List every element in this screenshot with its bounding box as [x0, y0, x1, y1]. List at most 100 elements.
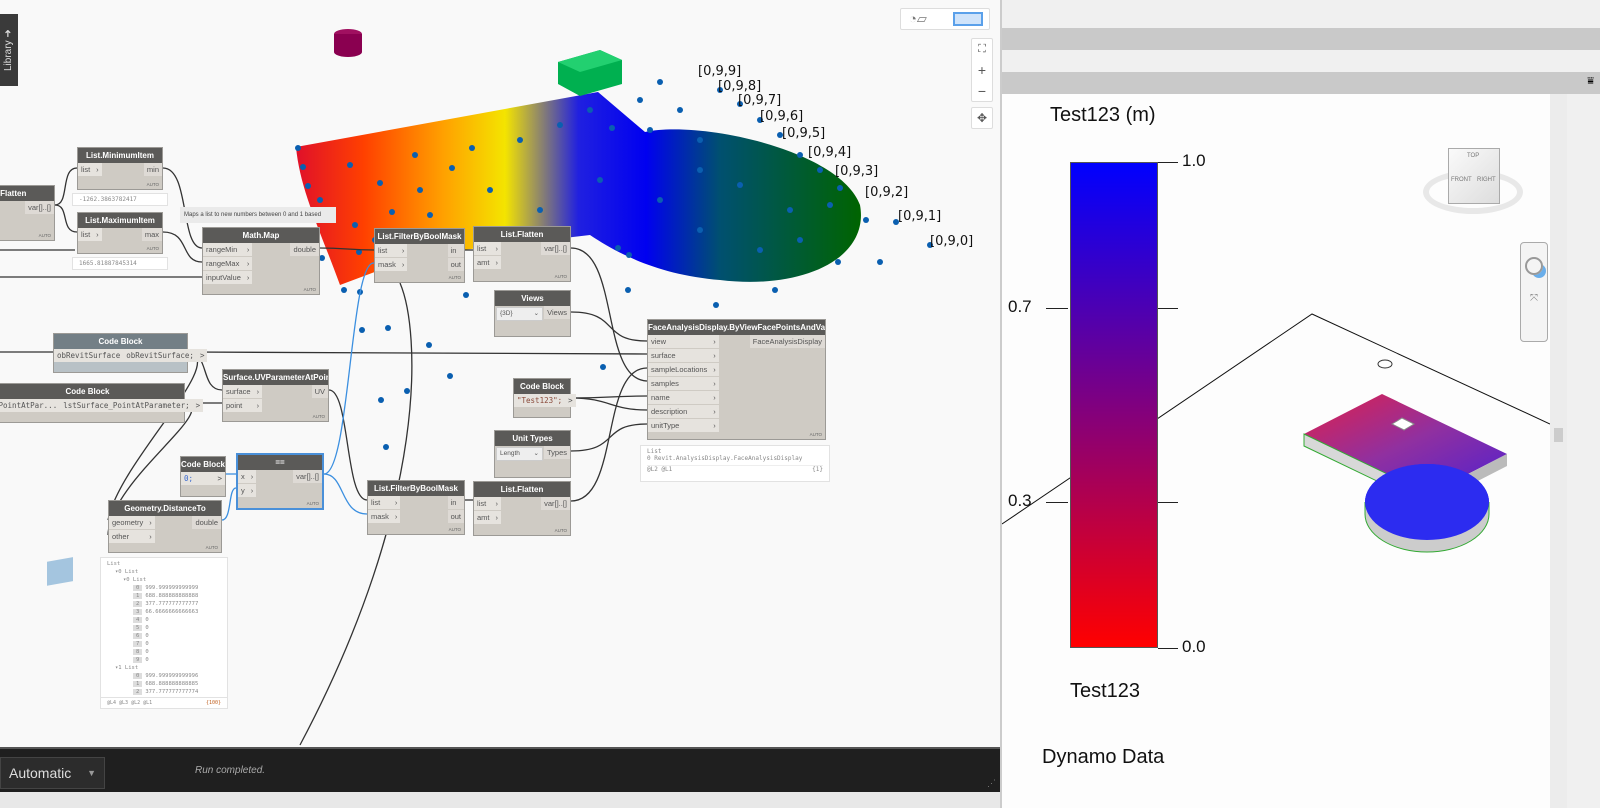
- input-port[interactable]: other ›: [109, 530, 155, 543]
- zoom-out-icon[interactable]: −: [977, 83, 987, 99]
- input-ports: list ›: [78, 163, 102, 177]
- code-text[interactable]: "Test123";: [514, 394, 566, 407]
- pan-icon[interactable]: ✥: [971, 107, 993, 129]
- output-port[interactable]: out: [447, 510, 464, 523]
- revit-3d-view[interactable]: Test123 (m) 1.0 0.7 0.3 0.0 Test123 Dynamo …: [1002, 94, 1550, 808]
- input-port[interactable]: mask ›: [375, 258, 408, 271]
- view-toggle[interactable]: ◔▱: [900, 8, 990, 30]
- node-preview: -1262.3863782417: [72, 193, 168, 206]
- output-port[interactable]: FaceAnalysisDisplay: [749, 335, 825, 348]
- dynamo-graph-canvas[interactable]: [0,9,9] [0,9,8] [0,9,7] [0,9,6] [0,9,5] [0,9,…: [0, 0, 1000, 747]
- port-label: list: [378, 246, 388, 255]
- node-flatten2[interactable]: List.Flatten list › amt › var[]..[] AUTO: [473, 481, 571, 536]
- run-mode-dropdown[interactable]: Automatic ▼: [0, 757, 105, 789]
- input-port[interactable]: list ›: [474, 497, 502, 510]
- input-port[interactable]: description ›: [648, 405, 719, 418]
- viewcube-top[interactable]: TOP: [1467, 153, 1480, 159]
- output-port[interactable]: var[]..[]: [25, 201, 54, 214]
- code-output-port[interactable]: >: [214, 472, 225, 485]
- input-port[interactable]: list ›: [474, 242, 502, 255]
- viewcube-front[interactable]: FRONT: [1451, 177, 1472, 183]
- node-distTo[interactable]: Geometry.DistanceTo geometry › other › double…: [108, 500, 222, 553]
- distance-preview[interactable]: List ▾0 List ▾0 List 0 999.999999999999 1 688.…: [100, 557, 228, 708]
- code-text[interactable]: 0;: [181, 472, 215, 485]
- geometry-view-icon[interactable]: ◔▱: [909, 11, 927, 26]
- input-port[interactable]: sampleLocations ›: [648, 363, 719, 376]
- viewcube[interactable]: TOP FRONT RIGHT: [1418, 142, 1528, 222]
- input-port[interactable]: list ›: [78, 163, 102, 176]
- node-cbSurface[interactable]: Code Block obRevitSurface obRevitSurface; >: [53, 333, 208, 373]
- input-port[interactable]: surface ›: [223, 385, 263, 398]
- zoom-region-icon[interactable]: ⤧: [1530, 293, 1538, 304]
- zoom-in-icon[interactable]: +: [977, 62, 987, 78]
- code-output-port[interactable]: >: [196, 349, 208, 362]
- input-port[interactable]: geometry ›: [109, 516, 155, 529]
- input-port[interactable]: list ›: [368, 496, 401, 509]
- input-port[interactable]: rangeMax ›: [203, 257, 253, 270]
- node-minItem[interactable]: List.MinimumItem list › min AUTO: [77, 147, 163, 190]
- input-port[interactable]: list ›: [78, 228, 102, 241]
- output-port[interactable]: in: [447, 496, 464, 509]
- viewcube-right[interactable]: RIGHT: [1477, 177, 1496, 183]
- input-port[interactable]: point ›: [223, 399, 263, 412]
- vertical-scrollbar[interactable]: [1550, 94, 1567, 808]
- node-equals[interactable]: == x › y › var[]..[] AUTO: [236, 453, 324, 510]
- output-port[interactable]: var[]..[]: [541, 497, 570, 510]
- code-text[interactable]: lstSurface_PointAtParameter;: [60, 399, 193, 412]
- input-port[interactable]: rangeMin ›: [203, 243, 253, 256]
- lacing-label: AUTO: [312, 414, 325, 419]
- output-port[interactable]: UV: [311, 385, 328, 398]
- input-port[interactable]: mask ›: [368, 510, 401, 523]
- input-port[interactable]: y ›: [238, 484, 257, 497]
- node-fad[interactable]: FaceAnalysisDisplay.ByViewFacePointsAndV…: [647, 319, 826, 440]
- steering-wheel-icon[interactable]: [1525, 257, 1543, 275]
- node-unitTypes[interactable]: Unit Types Length ⌄ Types: [494, 430, 571, 478]
- output-port[interactable]: Types: [543, 446, 570, 459]
- library-tab[interactable]: Library ➜: [0, 14, 18, 86]
- zoom-fit-icon[interactable]: ⛶: [978, 43, 986, 55]
- node-views[interactable]: Views {3D} ⌄ Views: [494, 290, 571, 337]
- node-flatten1[interactable]: List.Flatten list › amt › var[]..[] AUTO: [473, 226, 571, 282]
- node-flatten0[interactable]: List.Flatten››var[]..[] AUTO: [0, 185, 55, 241]
- input-port[interactable]: x ›: [238, 470, 257, 483]
- code-input-port[interactable]: obRevitSurface: [54, 349, 124, 362]
- chevron-right-icon: ›: [713, 379, 716, 388]
- output-port[interactable]: double: [290, 243, 319, 256]
- code-text[interactable]: obRevitSurface;: [123, 349, 197, 362]
- output-port[interactable]: min: [143, 163, 162, 176]
- output-port[interactable]: in: [447, 244, 464, 257]
- input-port[interactable]: amt ›: [474, 256, 502, 269]
- output-port[interactable]: double: [192, 516, 221, 529]
- node-filter1[interactable]: List.FilterByBoolMask list › mask › in out AUTO: [374, 228, 465, 283]
- output-ports: UV: [311, 385, 328, 413]
- output-port[interactable]: max: [141, 228, 162, 241]
- output-port[interactable]: var[]..[]: [541, 242, 570, 255]
- input-port[interactable]: view ›: [648, 335, 719, 348]
- panel-menu-icon[interactable]: ⩸: [1587, 75, 1594, 87]
- code-input-port[interactable]: _PointAtPar...: [0, 399, 61, 412]
- output-port[interactable]: out: [447, 258, 464, 271]
- node-cbPoint[interactable]: Code Block _PointAtPar... lstSurface_Point…: [0, 383, 204, 423]
- output-port[interactable]: Views: [544, 306, 570, 319]
- input-port[interactable]: surface ›: [648, 349, 719, 362]
- input-port[interactable]: unitType ›: [648, 419, 719, 432]
- input-port[interactable]: amt ›: [474, 511, 502, 524]
- node-cbName[interactable]: Code Block "Test123"; >: [513, 378, 576, 418]
- code-output-port[interactable]: >: [192, 399, 204, 412]
- input-port[interactable]: inputValue ›: [203, 271, 253, 284]
- node-dropdown[interactable]: Length ⌄: [496, 447, 543, 461]
- node-mathMap[interactable]: Math.Map rangeMin › rangeMax › inputValue › dou…: [202, 227, 320, 295]
- graph-view-icon[interactable]: [953, 12, 983, 26]
- input-port[interactable]: list ›: [375, 244, 408, 257]
- input-port[interactable]: samples ›: [648, 377, 719, 390]
- code-output-port[interactable]: >: [565, 394, 576, 407]
- node-filter2[interactable]: List.FilterByBoolMask list › mask › in out AUTO: [367, 480, 465, 535]
- node-uvParam[interactable]: Surface.UVParameterAtPoint surface › point ›…: [222, 369, 329, 422]
- output-port[interactable]: var[]..[]: [293, 470, 322, 483]
- node-dropdown[interactable]: {3D} ⌄: [496, 307, 544, 321]
- input-port[interactable]: name ›: [648, 391, 719, 404]
- node-cbZero[interactable]: Code Block 0; >: [180, 456, 226, 497]
- output-ports: max: [141, 228, 162, 242]
- resize-grip-icon[interactable]: ⋰: [987, 778, 996, 788]
- node-maxItem[interactable]: List.MaximumItem list › max AUTO: [77, 212, 163, 254]
